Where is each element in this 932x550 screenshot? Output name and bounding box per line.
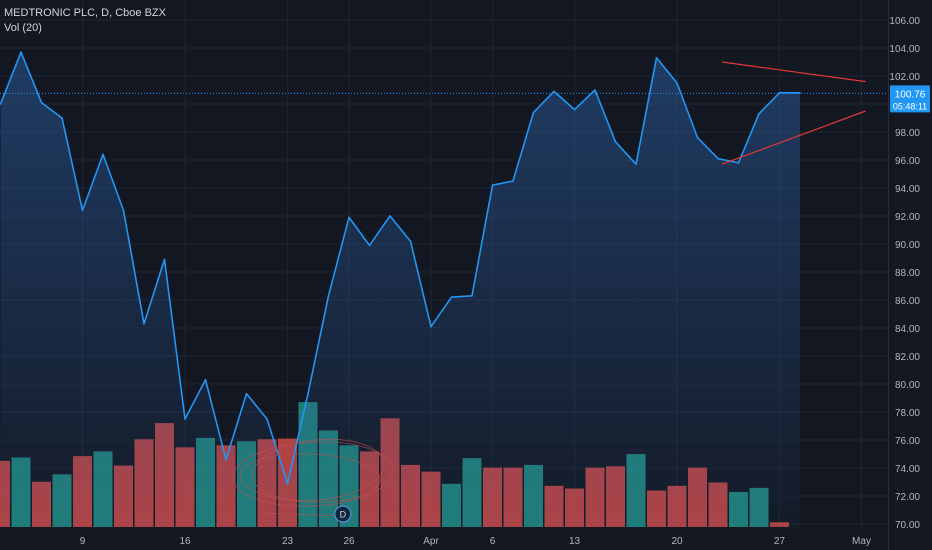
price-point: [778, 92, 781, 94]
y-tick-label: 92.00: [895, 212, 920, 223]
symbol-title: MEDTRONIC PLC, D, Cboe BZX: [4, 7, 166, 19]
ellipse-stroke: [232, 441, 394, 507]
price-point: [758, 113, 760, 115]
price-point: [348, 216, 350, 219]
y-tick-label: 74.00: [895, 464, 920, 475]
price-point: [225, 458, 227, 461]
x-tick-label: Apr: [423, 536, 439, 547]
price-point: [143, 323, 145, 325]
y-tick-label: 82.00: [895, 352, 920, 363]
volume-indicator-label[interactable]: Vol (20): [4, 22, 42, 34]
last-price-tag: [890, 85, 930, 113]
price-point: [20, 51, 22, 53]
y-tick-label: 94.00: [895, 184, 920, 195]
price-point: [327, 295, 330, 297]
price-point: [409, 240, 412, 242]
y-tick-label: 86.00: [895, 296, 920, 307]
x-tick-label: 20: [671, 536, 683, 547]
price-point: [368, 244, 371, 247]
y-tick-label: 96.00: [895, 156, 920, 167]
price-point: [676, 82, 678, 84]
y-tick-label: 98.00: [895, 128, 920, 139]
y-tick-label: 78.00: [895, 408, 920, 419]
ellipse-stroke: [239, 453, 381, 503]
price-point: [204, 379, 207, 381]
price-point: [430, 325, 432, 328]
price-point: [184, 418, 186, 420]
price-point: [40, 101, 43, 104]
price-point: [799, 92, 801, 94]
trendline: [721, 110, 866, 165]
price-point: [573, 108, 576, 111]
price-point: [471, 295, 473, 297]
x-tick-label: 16: [179, 536, 191, 547]
price-point: [655, 57, 658, 59]
price-point: [512, 180, 514, 182]
price-point: [102, 153, 104, 156]
price-area-fill: [0, 52, 800, 527]
price-point: [286, 482, 289, 485]
price-line: [0, 51, 800, 485]
price-point: [61, 117, 63, 119]
y-tick-label: 70.00: [895, 520, 920, 531]
ellipse-stroke: [261, 512, 341, 517]
x-tick-label: 13: [569, 536, 581, 547]
price-point: [450, 296, 453, 299]
ellipse-stroke: [251, 438, 385, 502]
dividend-marker[interactable]: [334, 505, 352, 523]
x-tick-label: 26: [343, 536, 355, 547]
price-point: [594, 89, 596, 91]
y-tick-label: 80.00: [895, 380, 920, 391]
price-point: [0, 103, 2, 105]
price-point: [163, 258, 166, 261]
ellipse-annotation: [232, 438, 394, 517]
y-tick-label: 106.00: [889, 16, 920, 27]
price-point: [553, 90, 555, 93]
x-tick-label: 27: [774, 536, 786, 547]
trendline: [722, 61, 866, 83]
price-point: [81, 209, 84, 212]
y-tick-label: 102.00: [889, 72, 920, 83]
x-tick-label: 9: [80, 536, 86, 547]
price-point: [122, 209, 125, 212]
y-tick-label: 76.00: [895, 436, 920, 447]
price-point: [635, 163, 637, 165]
y-tick-label: 90.00: [895, 240, 920, 251]
y-tick-label: 88.00: [895, 268, 920, 279]
price-point: [614, 141, 617, 143]
y-tick-label: 104.00: [889, 44, 920, 55]
dividend-marker-label: D: [340, 510, 347, 520]
price-point: [307, 393, 309, 395]
price-point: [737, 162, 740, 164]
last-price-label: 100.76: [895, 89, 926, 100]
price-point: [245, 393, 248, 395]
x-tick-label: 23: [282, 536, 294, 547]
price-point: [696, 136, 699, 139]
price-point: [717, 157, 719, 160]
x-tick-label: 6: [490, 536, 496, 547]
price-point: [389, 215, 391, 217]
price-point: [266, 418, 268, 420]
price-point: [532, 111, 535, 114]
x-tick-label: May: [852, 536, 871, 547]
price-point: [491, 184, 494, 186]
y-tick-label: 84.00: [895, 324, 920, 335]
y-tick-label: 72.00: [895, 492, 920, 503]
bar-countdown-label: 05:48:11: [893, 101, 927, 111]
